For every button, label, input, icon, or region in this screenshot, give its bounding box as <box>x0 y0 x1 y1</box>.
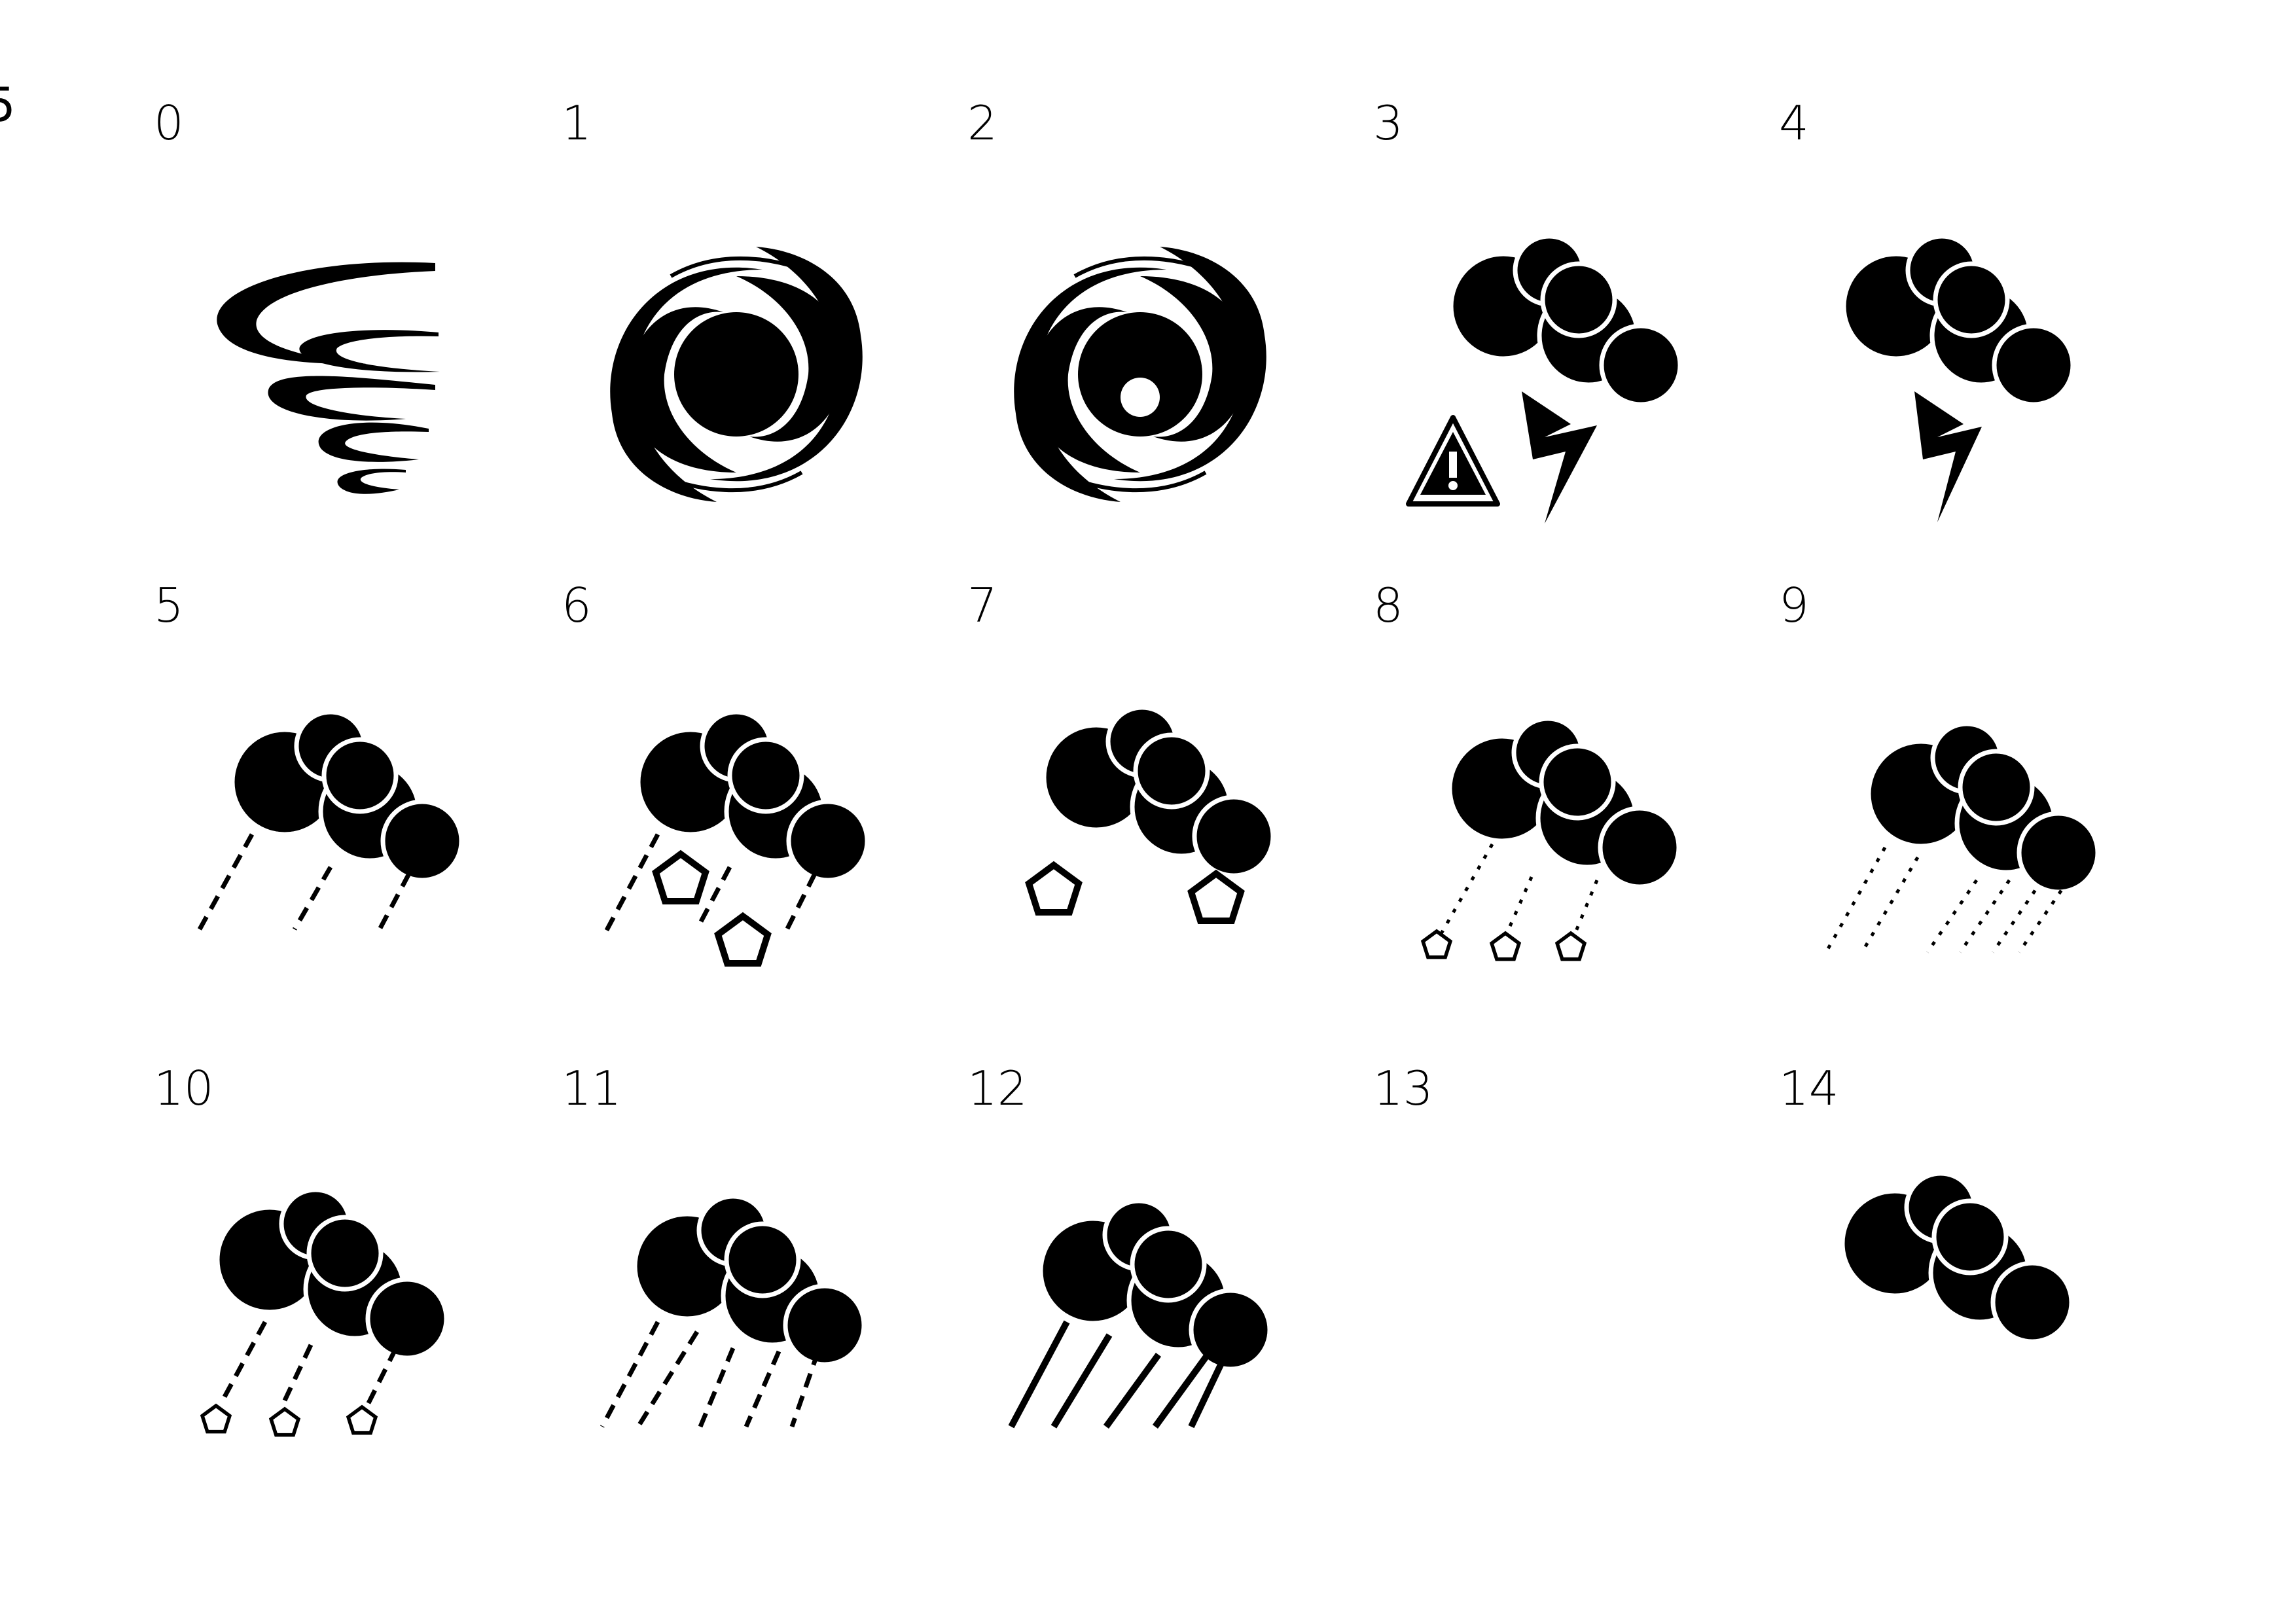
symbol-label: 7 <box>967 578 997 633</box>
symbol-label: 1 <box>562 96 592 151</box>
severe-thunderstorm-warning-icon <box>1406 236 1680 524</box>
thunderstorm-icon <box>1844 236 2073 522</box>
rain-and-snow-icon <box>197 712 461 967</box>
rain-and-sleet-icon <box>603 712 867 963</box>
symbol-label: 0 <box>154 96 184 151</box>
symbol-label: 10 <box>154 1061 214 1116</box>
tropical-storm-icon <box>610 247 863 503</box>
edge-mark: 5 <box>0 77 16 132</box>
symbol-label: 3 <box>1373 96 1403 151</box>
symbol-label: 14 <box>1779 1061 1839 1116</box>
snow-icon <box>1836 1173 2072 1450</box>
symbol-label: 4 <box>1779 96 1809 151</box>
symbol-label: 5 <box>154 578 184 633</box>
symbol-label: 11 <box>562 1061 622 1116</box>
snow-flurries-icon <box>1444 1187 1645 1429</box>
showers-icon <box>600 1196 864 1428</box>
symbol-label: 9 <box>1779 578 1809 633</box>
drizzle-icon <box>1824 724 2098 954</box>
heavy-rain-icon <box>1008 1201 1270 1429</box>
symbol-label: 2 <box>967 96 997 151</box>
symbol-label: 12 <box>967 1061 1028 1116</box>
snow-and-sleet-icon <box>1029 707 1273 975</box>
freezing-drizzle-icon <box>1423 719 1679 959</box>
tornado-icon <box>217 262 440 494</box>
freezing-rain-icon <box>202 1190 446 1435</box>
symbol-label: 13 <box>1373 1061 1433 1116</box>
symbol-label: 8 <box>1373 578 1403 633</box>
hurricane-icon <box>1014 247 1266 503</box>
symbol-label: 6 <box>562 578 592 633</box>
